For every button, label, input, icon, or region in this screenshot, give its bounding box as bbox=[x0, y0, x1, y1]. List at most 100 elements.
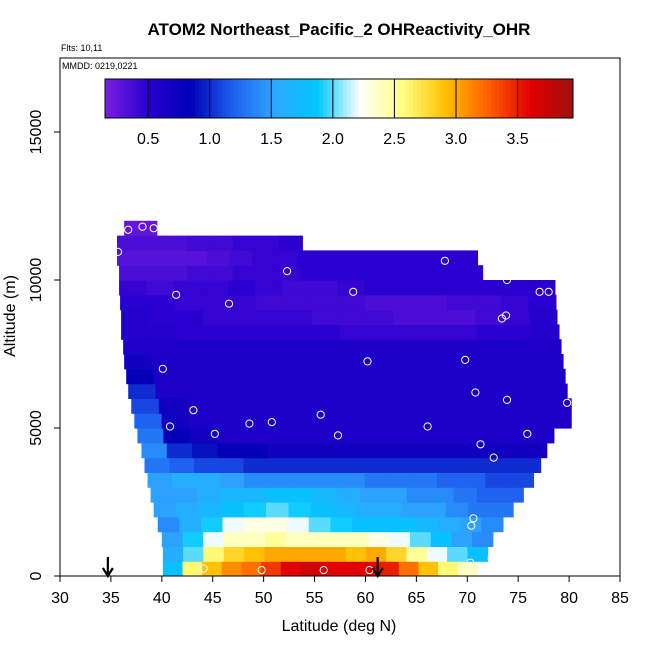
heat-cell bbox=[342, 457, 368, 473]
heat-cell bbox=[222, 516, 245, 533]
heat-cell bbox=[274, 250, 298, 266]
heat-cell bbox=[209, 265, 234, 281]
heat-cell bbox=[287, 516, 310, 533]
heat-cell bbox=[263, 368, 292, 385]
colorbar-segment bbox=[284, 79, 289, 118]
heat-cell bbox=[387, 250, 411, 266]
x-tick-label: 35 bbox=[102, 590, 120, 607]
colorbar-segment bbox=[502, 79, 508, 118]
heat-cell bbox=[410, 531, 432, 547]
colorbar-segment bbox=[327, 79, 332, 118]
heat-cell bbox=[119, 280, 147, 296]
sample-point bbox=[467, 521, 476, 530]
colorbar-segment bbox=[202, 79, 207, 118]
heat-cell bbox=[171, 472, 197, 488]
colorbar-segment bbox=[218, 79, 223, 118]
heat-cell bbox=[163, 235, 188, 251]
heat-cell bbox=[533, 339, 562, 355]
heat-cell bbox=[207, 250, 231, 266]
heat-cell bbox=[221, 502, 245, 518]
heat-cell bbox=[438, 516, 461, 533]
heat-cell bbox=[449, 428, 477, 444]
colorbar-segment bbox=[194, 79, 200, 118]
heat-cell bbox=[268, 442, 295, 459]
colorbar-segment bbox=[112, 79, 118, 118]
sample-point bbox=[138, 222, 147, 231]
heat-cell bbox=[394, 442, 421, 459]
heat-cell bbox=[293, 442, 320, 459]
heat-cell bbox=[375, 383, 404, 399]
heat-cell bbox=[202, 561, 223, 576]
colorbar-segment bbox=[444, 79, 449, 118]
heat-cell bbox=[217, 442, 244, 459]
colorbar-segment bbox=[424, 79, 430, 118]
colorbar-segment bbox=[261, 79, 266, 118]
colorbar-segment bbox=[420, 79, 426, 118]
heat-cell bbox=[423, 428, 451, 444]
heat-cell bbox=[455, 368, 484, 385]
heat-cell bbox=[267, 428, 295, 444]
heat-cell bbox=[285, 531, 308, 547]
colorbar-segment bbox=[541, 79, 547, 118]
heat-cell bbox=[509, 472, 535, 488]
heat-cell bbox=[186, 235, 211, 251]
heat-cell bbox=[128, 383, 157, 399]
heat-cell bbox=[117, 235, 141, 251]
heat-cell bbox=[144, 457, 170, 473]
colorbar-segment bbox=[366, 79, 371, 118]
heat-cell bbox=[268, 457, 294, 473]
heat-cell bbox=[184, 250, 208, 266]
heat-cell bbox=[300, 265, 325, 281]
colorbar-segment bbox=[307, 79, 313, 118]
heat-cell bbox=[490, 502, 514, 518]
heat-cell bbox=[319, 428, 347, 444]
heat-cell bbox=[496, 442, 522, 459]
colorbar-segment bbox=[526, 79, 531, 118]
heat-cell bbox=[139, 250, 163, 266]
heat-cell bbox=[333, 502, 357, 518]
colorbar-segment bbox=[467, 79, 473, 118]
heat-cell bbox=[280, 561, 302, 576]
heat-cell bbox=[407, 413, 436, 429]
heat-cell bbox=[244, 516, 267, 533]
heat-cell bbox=[432, 250, 456, 266]
colorbar-segment bbox=[498, 79, 504, 118]
heat-cell bbox=[441, 457, 467, 473]
colorbar-segment bbox=[303, 79, 309, 118]
heat-cell bbox=[501, 428, 529, 444]
heat-cell bbox=[203, 546, 225, 562]
heat-cell bbox=[510, 368, 539, 385]
heat-cell bbox=[203, 324, 232, 340]
heat-cell bbox=[535, 354, 564, 370]
colorbar-segment bbox=[483, 79, 488, 118]
heat-cell bbox=[459, 516, 482, 533]
heat-cell bbox=[475, 309, 503, 325]
colorbar-segment bbox=[280, 79, 285, 118]
y-tick-label: 15000 bbox=[28, 110, 45, 155]
heat-cell bbox=[453, 487, 478, 503]
colorbar-segment bbox=[409, 79, 414, 118]
colorbar-segment bbox=[296, 79, 301, 118]
heat-cell bbox=[283, 294, 312, 311]
heat-cell bbox=[543, 413, 572, 429]
heat-cell bbox=[230, 324, 259, 340]
colorbar-segment bbox=[428, 79, 434, 118]
heat-cell bbox=[347, 383, 376, 399]
plot-frame bbox=[59, 57, 621, 577]
heat-cell bbox=[419, 294, 448, 311]
sample-point bbox=[501, 311, 511, 320]
heat-cell bbox=[459, 265, 484, 281]
heat-cell bbox=[293, 457, 319, 473]
heat-cell bbox=[472, 531, 494, 547]
heat-cell bbox=[406, 487, 431, 503]
sample-point bbox=[502, 275, 512, 285]
heat-cell bbox=[501, 294, 530, 311]
heat-cell bbox=[183, 546, 205, 562]
heat-cell bbox=[252, 250, 276, 266]
heat-cell bbox=[531, 324, 560, 340]
heat-cell bbox=[179, 516, 202, 533]
colorbar-segment bbox=[167, 79, 172, 118]
colorbar-frame bbox=[104, 78, 574, 119]
heat-cell bbox=[398, 561, 420, 576]
heat-cell bbox=[126, 368, 155, 385]
